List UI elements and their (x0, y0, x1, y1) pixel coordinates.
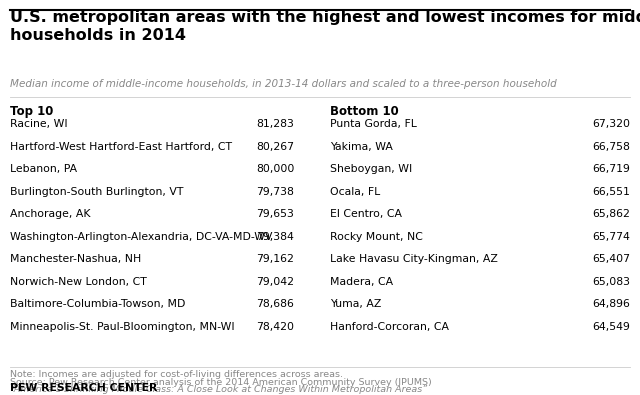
Text: 79,653: 79,653 (257, 209, 294, 219)
Text: Source: Pew Research Center analysis of the 2014 American Community Survey (IPUM: Source: Pew Research Center analysis of … (10, 378, 431, 387)
Text: 65,774: 65,774 (593, 232, 630, 242)
Text: 80,000: 80,000 (256, 164, 294, 174)
Text: 65,862: 65,862 (593, 209, 630, 219)
Text: PEW RESEARCH CENTER: PEW RESEARCH CENTER (10, 384, 157, 393)
Text: 78,686: 78,686 (257, 299, 294, 309)
Text: El Centro, CA: El Centro, CA (330, 209, 402, 219)
Text: Norwich-New London, CT: Norwich-New London, CT (10, 277, 147, 287)
Text: Burlington-South Burlington, VT: Burlington-South Burlington, VT (10, 187, 183, 197)
Text: Bottom 10: Bottom 10 (330, 105, 398, 118)
Text: Minneapolis-St. Paul-Bloomington, MN-WI: Minneapolis-St. Paul-Bloomington, MN-WI (10, 322, 234, 332)
Text: 79,042: 79,042 (257, 277, 294, 287)
Text: Racine, WI: Racine, WI (10, 119, 67, 129)
Text: 79,738: 79,738 (257, 187, 294, 197)
Text: Washington-Arlington-Alexandria, DC-VA-MD-WV: Washington-Arlington-Alexandria, DC-VA-M… (10, 232, 272, 242)
Text: 66,758: 66,758 (593, 142, 630, 152)
Text: Madera, CA: Madera, CA (330, 277, 393, 287)
Text: 64,549: 64,549 (593, 322, 630, 332)
Text: Sheboygan, WI: Sheboygan, WI (330, 164, 412, 174)
Text: 81,283: 81,283 (257, 119, 294, 129)
Text: 78,420: 78,420 (257, 322, 294, 332)
Text: Ocala, FL: Ocala, FL (330, 187, 380, 197)
Text: “America’s Shrinking Middle Class: A Close Look at Changes Within Metropolitan A: “America’s Shrinking Middle Class: A Clo… (10, 385, 427, 394)
Text: 67,320: 67,320 (593, 119, 630, 129)
Text: Anchorage, AK: Anchorage, AK (10, 209, 90, 219)
Text: Punta Gorda, FL: Punta Gorda, FL (330, 119, 417, 129)
Text: Top 10: Top 10 (10, 105, 53, 118)
Text: 66,551: 66,551 (593, 187, 630, 197)
Text: 79,162: 79,162 (257, 254, 294, 264)
Text: Manchester-Nashua, NH: Manchester-Nashua, NH (10, 254, 141, 264)
Text: Yuma, AZ: Yuma, AZ (330, 299, 381, 309)
Text: 66,719: 66,719 (593, 164, 630, 174)
Text: 80,267: 80,267 (257, 142, 294, 152)
Text: Lake Havasu City-Kingman, AZ: Lake Havasu City-Kingman, AZ (330, 254, 497, 264)
Text: Rocky Mount, NC: Rocky Mount, NC (330, 232, 422, 242)
Text: Baltimore-Columbia-Towson, MD: Baltimore-Columbia-Towson, MD (10, 299, 185, 309)
Text: Median income of middle-income households, in 2013-14 dollars and scaled to a th: Median income of middle-income household… (10, 79, 556, 89)
Text: 64,896: 64,896 (593, 299, 630, 309)
Text: 79,384: 79,384 (257, 232, 294, 242)
Text: U.S. metropolitan areas with the highest and lowest incomes for middle-class
hou: U.S. metropolitan areas with the highest… (10, 10, 640, 43)
Text: 65,083: 65,083 (593, 277, 630, 287)
Text: Hartford-West Hartford-East Hartford, CT: Hartford-West Hartford-East Hartford, CT (10, 142, 232, 152)
Text: Lebanon, PA: Lebanon, PA (10, 164, 77, 174)
Text: Yakima, WA: Yakima, WA (330, 142, 392, 152)
Text: Note: Incomes are adjusted for cost-of-living differences across areas.: Note: Incomes are adjusted for cost-of-l… (10, 370, 342, 379)
Text: Hanford-Corcoran, CA: Hanford-Corcoran, CA (330, 322, 449, 332)
Text: 65,407: 65,407 (593, 254, 630, 264)
